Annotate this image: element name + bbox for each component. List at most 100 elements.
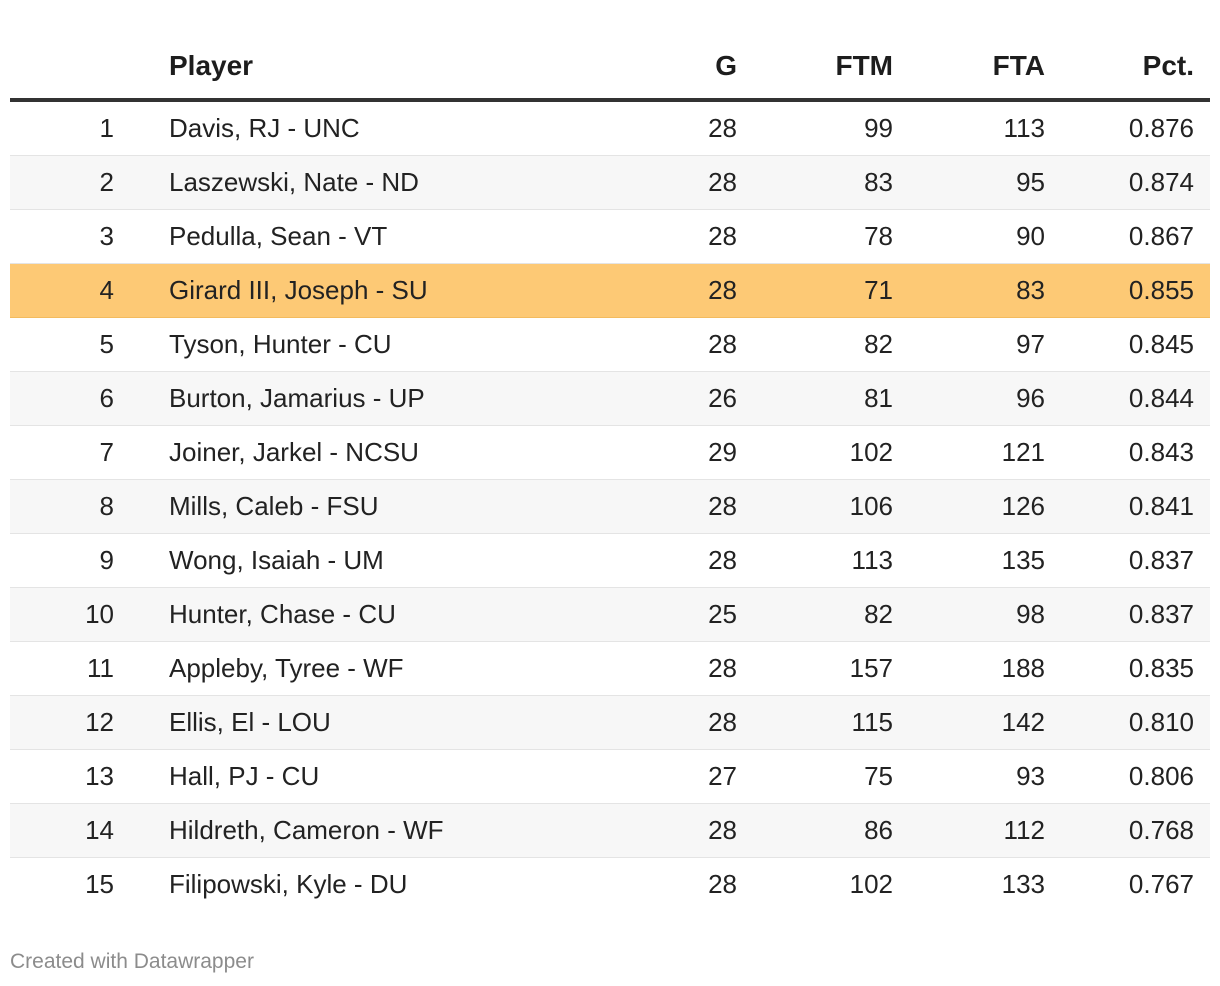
cell-player: Girard III, Joseph - SU (120, 263, 580, 318)
table-row: 5 Tyson, Hunter - CU 28 82 97 0.845 (10, 317, 1210, 372)
cell-fta: 121 (893, 425, 1045, 480)
cell-player: Filipowski, Kyle - DU (169, 869, 408, 899)
header-pct[interactable]: Pct. (1045, 34, 1210, 102)
cell-pct: 0.841 (1045, 479, 1210, 534)
cell-pct: 0.867 (1045, 209, 1210, 264)
cell-pct: 0.855 (1045, 263, 1210, 318)
cell-g: 28 (580, 479, 737, 534)
cell-player: Ellis, El - LOU (120, 695, 580, 750)
cell-fta: 112 (893, 803, 1045, 858)
datawrapper-credit: Created with Datawrapper (10, 950, 254, 973)
cell-pct: 0.874 (1045, 155, 1210, 210)
table-row: 2 Laszewski, Nate - ND 28 83 95 0.874 (10, 155, 1210, 210)
table-row: 8 Mills, Caleb - FSU 28 106 126 0.841 (10, 479, 1210, 534)
table-row: 14 Hildreth, Cameron - WF 28 86 112 0.768 (10, 803, 1210, 858)
cell-fta: 93 (893, 749, 1045, 804)
cell-rank: 13 (10, 749, 120, 804)
cell-ftm: 102 (849, 869, 893, 899)
table-row: 1 Davis, RJ - UNC 28 99 113 0.876 (10, 100, 1210, 156)
cell-rank: 9 (10, 533, 120, 588)
cell-rank: 3 (10, 209, 120, 264)
cell-pct: 0.835 (1045, 641, 1210, 696)
header-ftm[interactable]: FTM (737, 34, 893, 102)
cell-g: 28 (580, 100, 737, 156)
cell-pct: 0.806 (1045, 749, 1210, 804)
cell-g: 29 (580, 425, 737, 480)
cell-player: Davis, RJ - UNC (120, 100, 580, 156)
cell-g: 28 (580, 641, 737, 696)
table-row: 7 Joiner, Jarkel - NCSU 29 102 121 0.843 (10, 425, 1210, 480)
cell-ftm: 82 (737, 587, 893, 642)
cell-ftm: 71 (737, 263, 893, 318)
cell-fta: 97 (893, 317, 1045, 372)
cell-pct: 0.837 (1045, 533, 1210, 588)
cell-pct: 0.768 (1045, 803, 1210, 858)
cell-player: Pedulla, Sean - VT (120, 209, 580, 264)
cell-pct: 0.810 (1045, 695, 1210, 750)
cell-g: 28 (580, 695, 737, 750)
cell-pct: 0.876 (1045, 100, 1210, 156)
cell-g: 28 (580, 317, 737, 372)
header-g[interactable]: G (580, 34, 737, 102)
cell-pct: 0.767 (1128, 869, 1194, 899)
cell-player: Laszewski, Nate - ND (120, 155, 580, 210)
cell-pct: 0.844 (1045, 371, 1210, 426)
cell-rank: 12 (10, 695, 120, 750)
cell-g: 28 (580, 263, 737, 318)
cell-ftm: 78 (737, 209, 893, 264)
table-row: 13 Hall, PJ - CU 27 75 93 0.806 (10, 749, 1210, 804)
cell-player: Mills, Caleb - FSU (120, 479, 580, 534)
table-body: 1 Davis, RJ - UNC 28 99 113 0.876 2 Laszewski, … (10, 100, 1210, 911)
cell-g: 28 (580, 803, 737, 858)
cell-g: 26 (580, 371, 737, 426)
cell-rank: 5 (10, 317, 120, 372)
cell-player: Tyson, Hunter - CU (120, 317, 580, 372)
cell-player: Appleby, Tyree - WF (120, 641, 580, 696)
cell-g: 27 (580, 749, 737, 804)
table-row: 3 Pedulla, Sean - VT 28 78 90 0.867 (10, 209, 1210, 264)
cell-rank: 6 (10, 371, 120, 426)
cell-g: 28 (708, 869, 737, 899)
table-row: 10 Hunter, Chase - CU 25 82 98 0.837 (10, 587, 1210, 642)
cell-player: Joiner, Jarkel - NCSU (120, 425, 580, 480)
cell-ftm: 82 (737, 317, 893, 372)
table-row: 4 Girard III, Joseph - SU 28 71 83 0.855 (10, 263, 1210, 318)
cell-ftm: 75 (737, 749, 893, 804)
cell-ftm: 157 (737, 641, 893, 696)
cell-player: Hunter, Chase - CU (120, 587, 580, 642)
cell-fta: 188 (893, 641, 1045, 696)
cell-player: Burton, Jamarius - UP (120, 371, 580, 426)
cell-pct: 0.845 (1045, 317, 1210, 372)
header-rank[interactable] (10, 34, 120, 102)
header-fta[interactable]: FTA (893, 34, 1045, 102)
table-row: 12 Ellis, El - LOU 28 115 142 0.810 (10, 695, 1210, 750)
cell-rank: 14 (10, 803, 120, 858)
header-player[interactable]: Player (120, 34, 580, 102)
cell-fta: 135 (893, 533, 1045, 588)
cell-fta: 113 (893, 100, 1045, 156)
cell-player: Hildreth, Cameron - WF (120, 803, 580, 858)
cell-player: Hall, PJ - CU (120, 749, 580, 804)
cell-fta: 126 (893, 479, 1045, 534)
cell-ftm: 83 (737, 155, 893, 210)
cell-fta: 133 (1001, 869, 1045, 899)
cell-rank: 7 (10, 425, 120, 480)
free-throw-table-container: Player G FTM FTA Pct. 1 Davis, RJ - UNC 28… (10, 34, 1210, 911)
table-row: 9 Wong, Isaiah - UM 28 113 135 0.837 (10, 533, 1210, 588)
cell-ftm: 113 (737, 533, 893, 588)
cell-g: 28 (580, 533, 737, 588)
cell-g: 28 (580, 209, 737, 264)
cell-player: Wong, Isaiah - UM (120, 533, 580, 588)
cell-rank: 8 (10, 479, 120, 534)
table-row: 15 Filipowski, Kyle - DU 28 102 133 0.767 (10, 858, 1210, 912)
cell-fta: 90 (893, 209, 1045, 264)
cell-rank: 10 (10, 587, 120, 642)
cell-fta: 96 (893, 371, 1045, 426)
cell-fta: 95 (893, 155, 1045, 210)
cell-fta: 142 (893, 695, 1045, 750)
cell-rank: 2 (10, 155, 120, 210)
cell-g: 25 (580, 587, 737, 642)
cell-pct: 0.843 (1045, 425, 1210, 480)
cell-rank: 1 (10, 100, 120, 156)
cell-ftm: 99 (737, 100, 893, 156)
